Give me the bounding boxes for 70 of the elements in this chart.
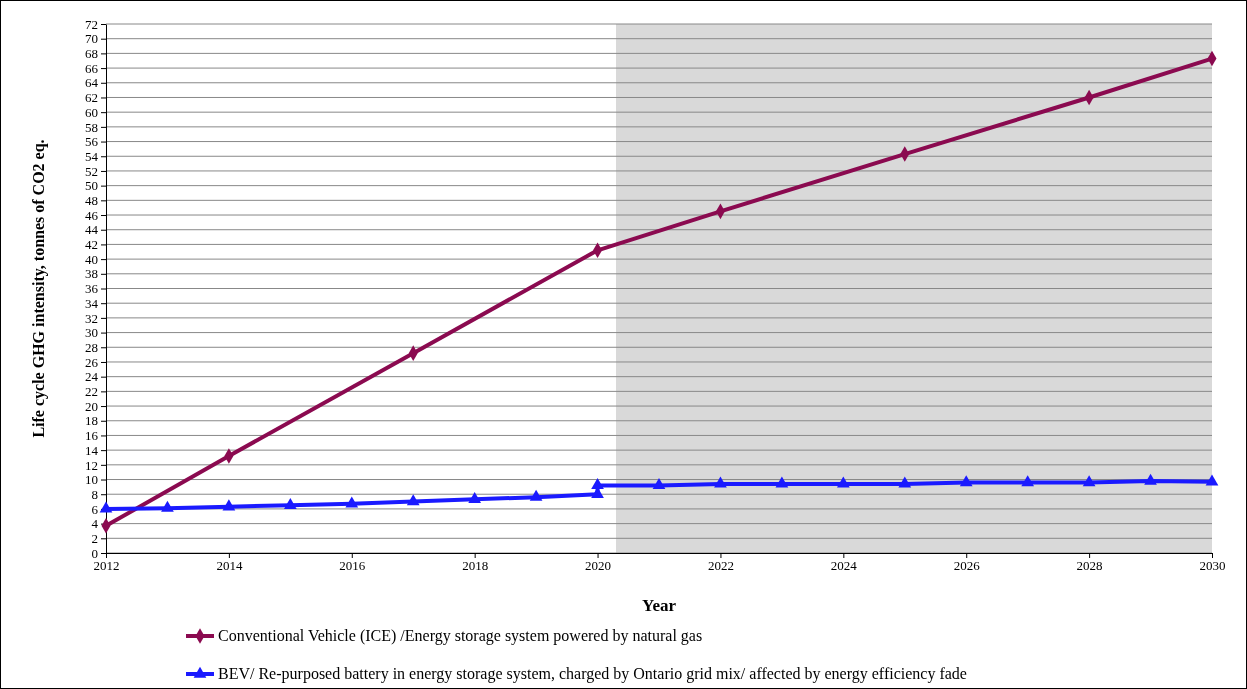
x-tick-label: 2016 [339, 558, 366, 574]
point [898, 476, 912, 488]
x-tick-label: 2014 [216, 558, 243, 574]
point [714, 476, 727, 488]
point [222, 499, 236, 511]
y-tick-label: 30 [85, 325, 98, 341]
y-tick-label: 36 [85, 281, 99, 297]
y-tick-label: 64 [85, 75, 99, 91]
y-tick-label: 38 [85, 266, 98, 282]
y-tick-label: 72 [85, 16, 98, 32]
y-tick-label: 52 [85, 163, 98, 179]
point [591, 478, 604, 490]
y-tick-label: 2 [91, 530, 98, 546]
y-tick-label: 46 [85, 207, 99, 223]
y-tick-label: 0 [91, 545, 98, 561]
y-tick-label: 60 [85, 104, 98, 120]
y-tick-label: 14 [85, 442, 99, 458]
x-tick-label: 2022 [707, 558, 734, 574]
point [1205, 474, 1219, 486]
point [652, 478, 666, 490]
x-tick-label: 2020 [585, 558, 612, 574]
y-tick-label: 20 [85, 398, 98, 414]
y-tick-label: 58 [85, 119, 98, 135]
y-tick-label: 34 [85, 295, 99, 311]
point [959, 475, 973, 487]
x-tick-label: 2026 [953, 558, 981, 574]
y-tick-label: 42 [85, 237, 98, 253]
y-tick-label: 22 [85, 384, 98, 400]
point [836, 476, 850, 488]
y-tick-label: 66 [85, 60, 99, 76]
y-tick-label: 50 [85, 178, 98, 194]
y-tick-label: 26 [85, 354, 99, 370]
point [161, 500, 174, 512]
y-tick-label: 44 [85, 222, 99, 238]
x-tick-label: 2012 [93, 558, 120, 574]
point [283, 497, 297, 509]
y-tick-label: 24 [85, 369, 99, 385]
y-tick-label: 8 [91, 486, 98, 502]
x-axis-title: Year [642, 596, 677, 615]
point [99, 501, 113, 513]
y-tick-label: 70 [85, 31, 98, 47]
x-tick-label: 2018 [462, 558, 489, 574]
y-tick-label: 6 [91, 501, 99, 517]
y-tick-label: 68 [85, 46, 98, 62]
point [406, 494, 420, 506]
point [1082, 475, 1096, 487]
point [345, 496, 359, 508]
legend-label: BEV/ Re-purposed battery in energy storage system, charged by Ontario grid mix/ affected by energy efficiency fade [218, 665, 967, 683]
y-tick-label: 18 [85, 413, 98, 429]
y-tick-label: 32 [85, 310, 98, 326]
point [1144, 473, 1157, 485]
y-tick-label: 56 [85, 134, 99, 150]
y-tick-label: 48 [85, 192, 98, 208]
y-tick-label: 12 [85, 457, 98, 473]
y-axis-title: Life cycle GHG intensity, tonnes of CO2 eq. [30, 139, 48, 438]
x-tick-label: 2024 [830, 558, 858, 574]
y-tick-label: 28 [85, 339, 98, 355]
point [1021, 475, 1035, 487]
x-tick-label: 2030 [1199, 558, 1226, 574]
point [529, 489, 543, 501]
y-tick-label: 10 [85, 472, 98, 488]
legend-label: Conventional Vehicle (ICE) /Energy storage system powered by natural gas [218, 627, 703, 645]
y-tick-label: 54 [85, 148, 99, 164]
x-tick-label: 2028 [1076, 558, 1103, 574]
y-tick-label: 4 [91, 516, 99, 532]
y-tick-label: 16 [85, 428, 99, 444]
point [775, 476, 789, 488]
y-tick-label: 40 [85, 251, 98, 267]
y-tick-label: 62 [85, 90, 98, 106]
point [468, 492, 482, 504]
